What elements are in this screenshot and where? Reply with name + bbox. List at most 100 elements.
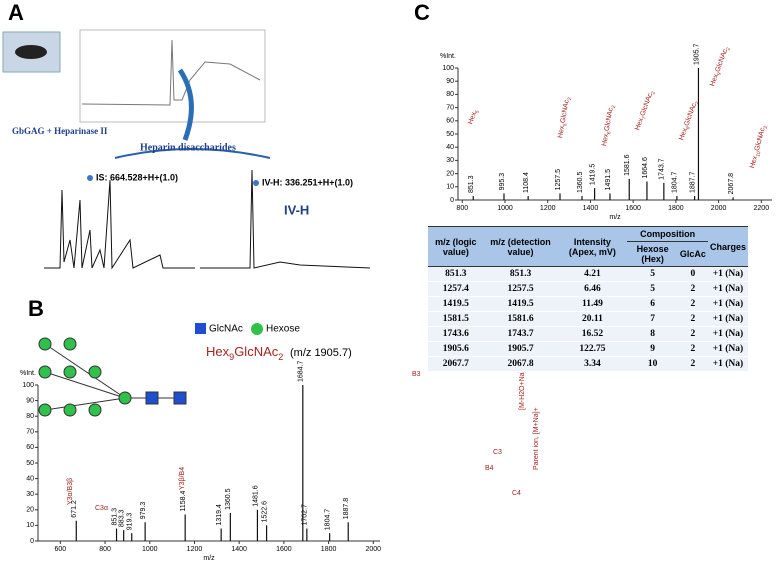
header-cell: m/z (logic value)	[428, 226, 484, 267]
table-cell: 1905.6	[428, 341, 484, 357]
x-tick-label: 2000	[711, 205, 727, 212]
formula-mz: (m/z 1905.7)	[290, 347, 352, 359]
x-tick-label: 1600	[276, 546, 292, 553]
table-cell: 1581.5	[428, 311, 484, 327]
table-cell: 10	[627, 356, 678, 372]
table-cell: 2067.7	[428, 356, 484, 372]
y-tick-label: 30	[446, 157, 454, 164]
y-tick-label: 80	[446, 91, 454, 98]
peak-label: 1522.6	[261, 501, 268, 523]
spectrum-ivh	[200, 169, 371, 269]
table-cell: 7	[627, 311, 678, 327]
table-cell: 4.21	[557, 266, 628, 282]
fragment-label: C3α	[95, 505, 108, 512]
marker	[253, 180, 259, 186]
table-row: 851.3 851.3 4.21 5 0 +1 (Na)	[428, 266, 748, 282]
y-tick-label: 90	[446, 78, 454, 85]
chromatogram-frame	[79, 29, 266, 123]
fragment-label: Y3α/B3β	[67, 478, 74, 505]
composition-table: m/z (logic value) m/z (detection value) In…	[428, 226, 748, 372]
x-tick-label: 1800	[668, 205, 684, 212]
x-tick-label: 2200	[754, 205, 770, 212]
peak-label: 1491.5	[605, 169, 612, 191]
table-cell: 3.34	[557, 356, 628, 372]
peak-annotation: Hex9GlcNAc2	[709, 46, 732, 88]
peak-label: 851.3	[111, 508, 118, 526]
y-tick-label: 100	[22, 382, 34, 389]
peak-label: 1804.7	[672, 172, 679, 194]
sample-label: GbGAG + Heparinase II	[12, 126, 108, 136]
x-tick-label: 800	[99, 546, 111, 553]
header-cell: m/z (detection value)	[483, 226, 558, 267]
table-cell: 122.75	[557, 341, 628, 357]
table-cell: 6	[627, 296, 678, 312]
legend-label: Hexose	[266, 324, 300, 335]
ivh-peak-label: IV-H: 336.251+H+(1.0)	[262, 177, 353, 187]
table-cell: 0	[677, 266, 708, 282]
table-cell: 1743.6	[428, 326, 484, 342]
table-cell: +1 (Na)	[707, 311, 748, 327]
x-tick-label: 800	[456, 205, 468, 212]
peak-label: 1887.7	[689, 172, 696, 194]
table-cell: 2	[677, 311, 708, 327]
table-cell: 1581.6	[483, 311, 558, 327]
peak-annotation: Hex10GlcNAc2	[749, 124, 769, 169]
peak-label: 1702.7	[302, 504, 309, 526]
y-tick-label: 20	[26, 507, 34, 514]
y-tick-label: 100	[442, 65, 454, 72]
fragment-label: C4	[512, 490, 521, 497]
x-tick-label: 1400	[583, 205, 599, 212]
peak-label: 1419.5	[589, 164, 596, 186]
x-axis-label: m/z	[609, 214, 621, 221]
table-cell: 1743.7	[483, 326, 558, 342]
table-cell: +1 (Na)	[707, 281, 748, 297]
chromatogram	[81, 39, 261, 106]
peak-label: 883.3	[119, 509, 126, 527]
peak-label: 851.3	[468, 175, 475, 193]
table-cell: 2	[677, 326, 708, 342]
peak-label: 2067.8	[728, 173, 735, 195]
table-cell: 1257.5	[483, 281, 558, 297]
table-body: 851.3 851.3 4.21 5 0 +1 (Na) 1257.4 1257.5 6.46 5…	[428, 266, 748, 372]
table-cell: 2	[677, 341, 708, 357]
insect	[15, 45, 47, 59]
x-tick-label: 1400	[231, 546, 247, 553]
y-tick-label: 70	[26, 429, 34, 436]
y-tick-label: 40	[26, 475, 34, 482]
fragment-label: Y3β/B4	[179, 467, 186, 490]
peak-label: 1684.7	[298, 360, 305, 382]
x-tick-label: 1200	[187, 546, 203, 553]
glcnac-symbol	[195, 323, 206, 334]
y-tick-label: 20	[446, 170, 454, 177]
table-cell: 5	[627, 266, 678, 282]
peak-annotation: Hex7GlcNAc2	[634, 90, 657, 132]
peak-label: 919.3	[127, 513, 134, 531]
header-cell: Intensity (Apex, mV)	[557, 226, 628, 267]
peak-label: 671.2	[71, 500, 78, 518]
legend-label: GlcNAc	[209, 324, 243, 335]
arrow	[177, 68, 194, 141]
x-tick-label: 2000	[366, 546, 382, 553]
table-row: 1581.5 1581.6 20.11 7 2 +1 (Na)	[428, 311, 748, 327]
y-tick-label: 60	[446, 118, 454, 125]
table-row: 1257.4 1257.5 6.46 5 2 +1 (Na)	[428, 281, 748, 297]
ivh-label: IV-H	[284, 202, 309, 217]
y-tick-label: 90	[26, 397, 34, 404]
y-tick-label: 80	[26, 413, 34, 420]
peak-annotation: Hex5	[467, 108, 481, 126]
x-tick-label: 1000	[497, 205, 513, 212]
fragment-label: B3	[412, 371, 421, 378]
y-tick-label: 10	[446, 184, 454, 191]
peak-label: 1158.4	[180, 490, 187, 511]
panel-label: C	[414, 0, 430, 25]
peak-label: 1360.5	[577, 172, 584, 194]
table-row: 2067.7 2067.8 3.34 10 2 +1 (Na)	[428, 356, 748, 372]
peak-annotation: Hex6GlcNAc2	[601, 104, 617, 147]
x-tick-label: 1200	[540, 205, 556, 212]
x-tick-label: 1800	[321, 546, 337, 553]
peak-label: 995.3	[499, 173, 506, 191]
table-cell: +1 (Na)	[707, 326, 748, 342]
fragment-label: B4	[485, 465, 494, 472]
y-axis-label: %Int.	[20, 370, 36, 377]
peak-label: 1319.4	[216, 504, 223, 526]
